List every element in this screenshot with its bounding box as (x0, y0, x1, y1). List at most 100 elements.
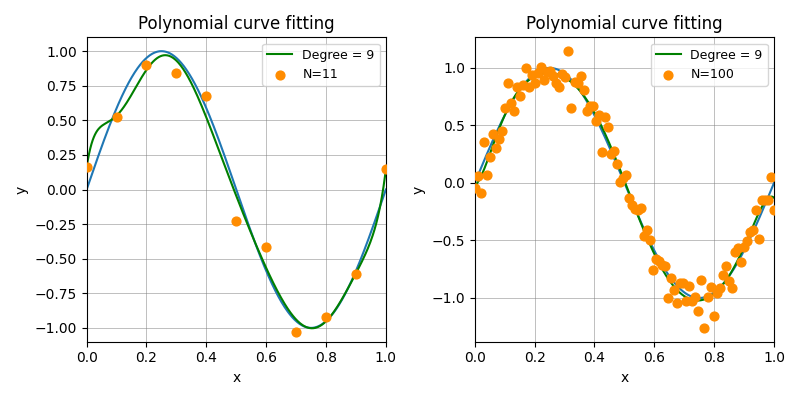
N=100 (644, 236, 657, 243)
N=100 (614, 178, 626, 185)
N=100 (547, 72, 560, 79)
Y-axis label: y: y (412, 186, 426, 194)
Degree = 9 (375, 205, 385, 210)
N=100 (483, 154, 496, 160)
Degree = 9 (770, 195, 779, 200)
N=100 (646, 266, 659, 273)
N=100 (617, 175, 630, 182)
N=100 (658, 263, 671, 269)
Y-axis label: y: y (15, 186, 29, 194)
N=100 (474, 190, 487, 196)
N=11 (110, 114, 123, 120)
N=100 (493, 136, 506, 142)
N=100 (490, 145, 502, 151)
N=100 (743, 229, 756, 236)
N=100 (508, 108, 521, 114)
Line: Degree = 9: Degree = 9 (474, 73, 774, 300)
Title: Polynomial curve fitting: Polynomial curve fitting (138, 15, 334, 33)
N=100 (674, 280, 686, 286)
N=100 (481, 172, 494, 178)
N=100 (695, 276, 708, 283)
N=100 (631, 207, 644, 214)
N=100 (716, 272, 729, 278)
Title: Polynomial curve fitting: Polynomial curve fitting (526, 15, 722, 33)
N=100 (580, 108, 593, 114)
N=11 (200, 93, 213, 100)
N=100 (668, 287, 681, 294)
N=100 (638, 233, 650, 240)
N=100 (590, 118, 602, 124)
N=11 (290, 328, 302, 335)
N=100 (713, 285, 726, 292)
Degree = 9 (82, 165, 91, 170)
N=100 (602, 124, 614, 130)
N=100 (707, 313, 720, 320)
N=100 (680, 298, 693, 304)
N=100 (607, 147, 620, 154)
X-axis label: x: x (620, 371, 629, 385)
Legend: Degree = 9, N=100: Degree = 9, N=100 (650, 44, 768, 86)
N=100 (665, 275, 678, 282)
N=11 (170, 70, 183, 76)
Degree = 9 (693, 298, 702, 303)
N=100 (541, 69, 554, 75)
N=100 (514, 93, 526, 99)
Degree = 9 (226, 180, 236, 185)
Degree = 9 (244, 226, 254, 231)
N=100 (698, 325, 711, 331)
N=100 (671, 299, 684, 306)
N=100 (653, 258, 666, 264)
N=100 (471, 173, 484, 180)
N=100 (574, 72, 587, 79)
N=100 (755, 197, 768, 203)
Degree = 9 (763, 196, 773, 200)
N=100 (556, 71, 569, 77)
N=100 (538, 77, 550, 83)
N=100 (522, 84, 535, 90)
N=100 (650, 256, 662, 262)
N=100 (592, 112, 605, 118)
N=100 (710, 290, 723, 296)
Degree = 9 (614, 165, 624, 170)
N=100 (722, 278, 735, 284)
N=100 (544, 68, 557, 74)
Degree = 9 (649, 250, 658, 254)
N=11 (260, 244, 273, 250)
N=100 (610, 161, 623, 168)
Degree = 9 (717, 284, 726, 289)
N=100 (765, 174, 778, 180)
Degree = 9 (633, 212, 642, 216)
Degree = 9 (307, 326, 317, 331)
N=11 (230, 218, 242, 224)
N=100 (502, 80, 514, 86)
N=100 (526, 72, 538, 78)
N=11 (320, 314, 333, 320)
N=100 (683, 283, 696, 289)
N=100 (734, 259, 747, 266)
N=11 (140, 62, 153, 68)
N=100 (738, 244, 750, 250)
Degree = 9 (613, 161, 622, 166)
Degree = 9 (381, 167, 390, 172)
N=100 (571, 80, 584, 86)
N=100 (719, 263, 732, 270)
N=100 (701, 294, 714, 300)
Legend: Degree = 9, N=11: Degree = 9, N=11 (262, 44, 380, 86)
Degree = 9 (328, 310, 338, 315)
N=100 (704, 284, 717, 290)
N=100 (478, 139, 490, 146)
N=100 (689, 294, 702, 300)
N=100 (529, 80, 542, 86)
Degree = 9 (470, 183, 479, 188)
N=11 (379, 166, 392, 172)
N=100 (686, 298, 698, 304)
N=100 (677, 280, 690, 286)
Degree = 9 (225, 176, 234, 180)
N=100 (510, 84, 523, 91)
N=100 (656, 262, 669, 269)
N=100 (758, 197, 771, 204)
N=100 (532, 70, 545, 76)
N=100 (740, 238, 753, 244)
Degree = 9 (544, 71, 554, 76)
N=100 (641, 227, 654, 233)
